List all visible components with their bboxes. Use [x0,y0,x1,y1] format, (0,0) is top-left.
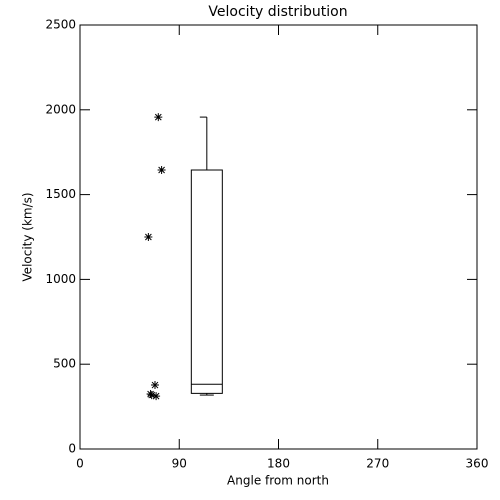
box [190,169,223,394]
x-axis-label: Angle from north [227,474,329,488]
y-tick-label: 2500 [45,18,76,32]
x-tick-label: 270 [366,457,389,471]
x-tick-label: 360 [466,457,489,471]
y-tick-label: 500 [53,357,76,371]
point [144,233,153,241]
point [157,166,166,175]
y-tick-label: 0 [68,442,76,456]
y-tick-label: 1000 [45,272,76,286]
y-axis-label: Velocity (km/s) [21,192,35,281]
chart-title: Velocity distribution [208,4,347,20]
x-tick-label: 90 [172,457,187,471]
point [152,392,161,401]
y-tick-label: 1500 [45,187,76,201]
point [154,113,163,122]
x-tick-label: 0 [76,457,84,471]
point [147,391,156,400]
point [150,381,159,390]
plot-frame [79,24,478,450]
y-tick-label: 2000 [45,102,76,116]
x-tick-label: 180 [267,457,290,471]
